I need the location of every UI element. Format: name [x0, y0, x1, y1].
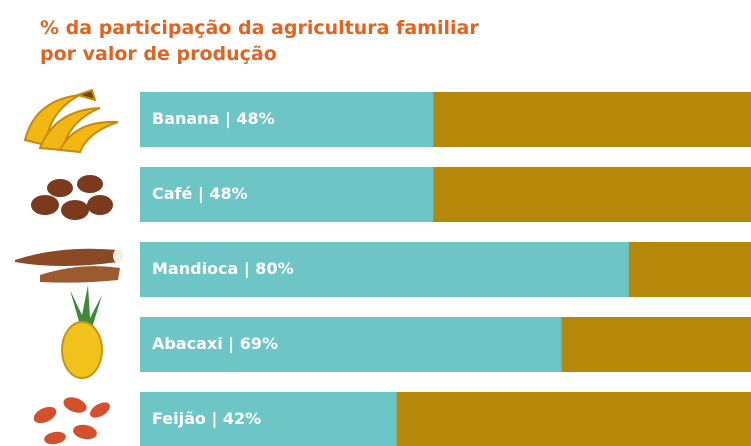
data-label: Banana | 48%: [152, 109, 275, 129]
bar: [140, 92, 434, 147]
data-label: Mandioca | 80%: [152, 259, 294, 279]
bar: [140, 242, 629, 297]
data-label: Abacaxi | 69%: [152, 334, 278, 354]
chart-title: % da participação da agricultura familia…: [40, 17, 479, 39]
bar: [140, 392, 397, 446]
pineapple-icon: [61, 285, 103, 379]
data-label: Café | 48%: [152, 184, 248, 204]
data-label: Feijão | 42%: [152, 409, 261, 429]
bar: [140, 167, 434, 222]
cassava-icon: [15, 248, 123, 283]
coffee-icon: [31, 175, 113, 220]
banana-icon: [23, 88, 119, 154]
bar: [140, 317, 562, 372]
chart-title: por valor de produção: [40, 43, 277, 65]
beans-icon: [33, 397, 110, 445]
icons: [15, 88, 123, 445]
